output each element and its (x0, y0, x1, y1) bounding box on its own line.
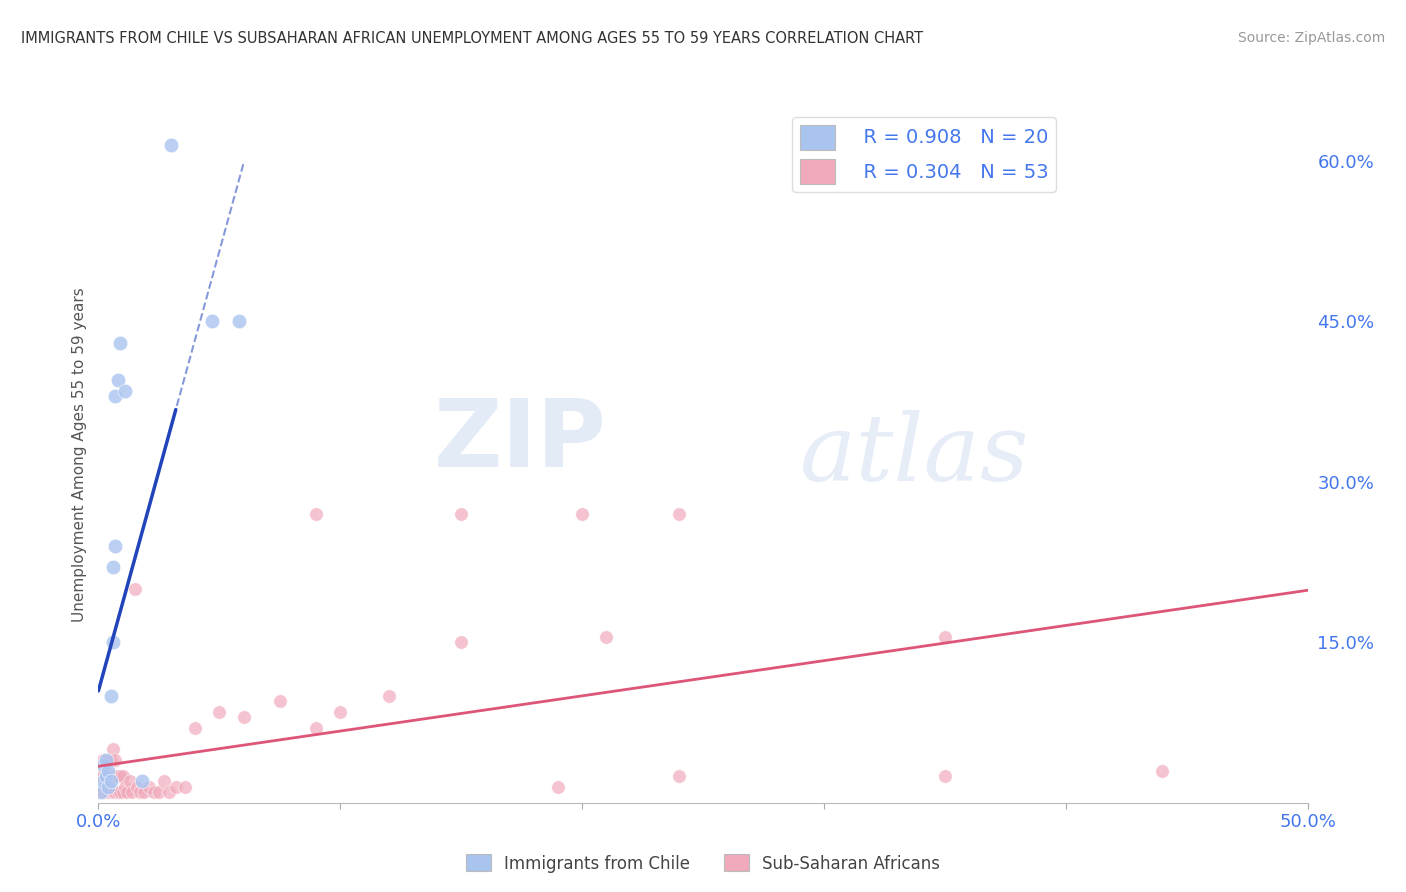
Point (97, 753, 120, 767)
Point (305, 507, 328, 521)
Point (152, 774, 174, 789)
Point (134, 785, 156, 799)
Point (121, 785, 143, 799)
Point (571, 507, 593, 521)
Point (160, 137, 183, 152)
Point (104, 753, 127, 767)
Point (101, 769, 124, 783)
Point (100, 753, 122, 767)
Point (90, 785, 112, 799)
Point (91, 758, 114, 772)
Point (97, 785, 120, 799)
Point (94, 753, 117, 767)
Point (118, 774, 141, 789)
Point (934, 769, 956, 783)
Legend:   R = 0.908   N = 20,   R = 0.304   N = 53: R = 0.908 N = 20, R = 0.304 N = 53 (793, 117, 1056, 192)
Text: atlas: atlas (800, 410, 1029, 500)
Point (104, 389, 127, 403)
Point (208, 705, 231, 719)
Point (450, 507, 472, 521)
Point (174, 780, 197, 794)
Point (91, 774, 114, 789)
Point (934, 630, 956, 644)
Point (90, 769, 112, 783)
Text: Source: ZipAtlas.com: Source: ZipAtlas.com (1237, 31, 1385, 45)
Point (450, 635, 472, 649)
Point (104, 769, 127, 783)
Point (94, 769, 117, 783)
Point (329, 705, 352, 719)
Point (104, 785, 127, 799)
Point (107, 785, 129, 799)
Point (547, 780, 569, 794)
Y-axis label: Unemployment Among Ages 55 to 59 years: Unemployment Among Ages 55 to 59 years (72, 287, 87, 623)
Point (108, 335, 131, 350)
Point (184, 721, 207, 735)
Point (201, 314, 224, 328)
Legend: Immigrants from Chile, Sub-Saharan Africans: Immigrants from Chile, Sub-Saharan Afric… (460, 847, 946, 880)
Point (305, 721, 328, 735)
Point (97, 769, 120, 783)
Point (124, 582, 146, 596)
Point (1152, 764, 1174, 778)
Point (269, 694, 291, 708)
Point (100, 785, 122, 799)
Text: ZIP: ZIP (433, 395, 606, 487)
Point (100, 689, 122, 703)
Text: IMMIGRANTS FROM CHILE VS SUBSAHARAN AFRICAN UNEMPLOYMENT AMONG AGES 55 TO 59 YEA: IMMIGRANTS FROM CHILE VS SUBSAHARAN AFRI… (21, 31, 924, 46)
Point (97, 780, 120, 794)
Point (114, 780, 136, 794)
Point (377, 689, 399, 703)
Point (111, 769, 134, 783)
Point (138, 780, 160, 794)
Point (228, 314, 250, 328)
Point (143, 785, 166, 799)
Point (668, 769, 690, 783)
Point (104, 539, 127, 553)
Point (111, 785, 134, 799)
Point (148, 785, 170, 799)
Point (668, 507, 690, 521)
Point (101, 635, 124, 649)
Point (91, 769, 114, 783)
Point (94, 758, 117, 772)
Point (100, 769, 122, 783)
Point (100, 774, 122, 789)
Point (117, 785, 139, 799)
Point (595, 630, 617, 644)
Point (90, 785, 112, 799)
Point (101, 785, 124, 799)
Point (91, 785, 114, 799)
Point (101, 742, 124, 756)
Point (91, 753, 114, 767)
Point (94, 774, 117, 789)
Point (128, 785, 150, 799)
Point (165, 780, 187, 794)
Point (107, 373, 129, 387)
Point (108, 769, 131, 783)
Point (232, 710, 254, 724)
Point (127, 780, 149, 794)
Point (108, 785, 131, 799)
Point (131, 774, 153, 789)
Point (107, 769, 129, 783)
Point (157, 785, 180, 799)
Point (101, 560, 124, 574)
Point (97, 764, 120, 778)
Point (114, 384, 136, 398)
Point (94, 785, 117, 799)
